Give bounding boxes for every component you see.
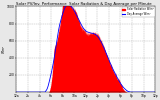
Y-axis label: W/m²: W/m² (2, 45, 6, 53)
Legend: Solar Radiation W/m², Day Average W/m²: Solar Radiation W/m², Day Average W/m² (122, 7, 155, 17)
Text: Solar PV/Inv. Performance  Solar Radiation & Day Average per Minute: Solar PV/Inv. Performance Solar Radiatio… (16, 2, 152, 6)
